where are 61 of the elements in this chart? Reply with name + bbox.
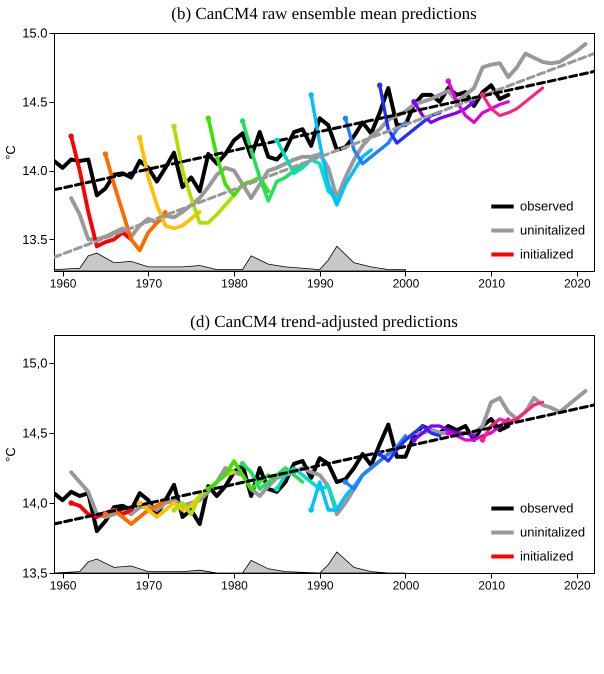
point <box>68 500 74 506</box>
point <box>206 486 212 492</box>
point <box>308 507 314 513</box>
x-tick-label: 2020 <box>564 276 592 290</box>
point <box>171 507 177 513</box>
legend-label: initialized <box>520 246 574 262</box>
x-tick-label: 2010 <box>478 578 506 592</box>
point <box>376 82 382 88</box>
point <box>411 99 417 105</box>
point <box>240 118 246 124</box>
y-tick-label: 14.5 <box>22 94 48 110</box>
point <box>446 430 452 436</box>
y-tick-label: 14,0 <box>22 496 48 510</box>
x-tick-label: 1960 <box>50 276 77 290</box>
x-tick-label: 1980 <box>221 276 248 290</box>
point <box>136 134 142 140</box>
y-tick-label: 13.5 <box>22 232 48 247</box>
x-tick-label: 2000 <box>392 578 420 592</box>
y-tick-label: 13,5 <box>22 566 48 580</box>
x-tick-label: 1990 <box>306 276 334 290</box>
point <box>274 486 280 492</box>
x-tick-label: 1960 <box>50 578 77 592</box>
point <box>342 479 348 485</box>
x-tick-label: 1970 <box>135 276 162 290</box>
line-series <box>344 434 408 491</box>
legend-label: observed <box>520 198 574 214</box>
line-series <box>481 86 544 118</box>
y-tick-label: 14,5 <box>22 426 48 440</box>
point <box>171 124 177 130</box>
point <box>376 451 382 457</box>
point <box>446 78 452 84</box>
line-series <box>378 424 442 463</box>
point <box>274 138 280 144</box>
x-tick-label: 1980 <box>221 578 248 592</box>
y-tick-label: 15,0 <box>22 356 48 370</box>
y-tick-label: 15.0 <box>22 26 48 40</box>
y-axis-title: °C <box>3 145 18 160</box>
point <box>342 116 348 122</box>
x-tick-label: 2020 <box>564 578 592 592</box>
legend-label: initialized <box>520 548 574 564</box>
x-tick-label: 2000 <box>392 276 420 290</box>
point <box>480 92 486 98</box>
point <box>411 437 417 443</box>
point <box>102 511 108 517</box>
legend-label: uninitalized <box>520 524 586 540</box>
x-tick-label: 1970 <box>135 578 162 592</box>
chart-title: (d) CanCM4 trend-adjusted predictions <box>190 312 458 331</box>
legend-label: observed <box>520 500 574 516</box>
y-tick-label: 14.0 <box>22 163 48 178</box>
x-tick-label: 1990 <box>306 578 334 592</box>
y-axis-title: °C <box>3 447 18 462</box>
point <box>308 92 314 98</box>
point <box>136 500 142 506</box>
point <box>240 461 246 467</box>
point <box>480 437 486 443</box>
chart-title: (b) CanCM4 raw ensemble mean predictions <box>171 4 477 23</box>
point <box>102 151 108 157</box>
x-tick-label: 2010 <box>478 276 506 290</box>
point <box>68 133 74 139</box>
point <box>206 116 212 122</box>
legend-label: uninitalized <box>520 222 586 238</box>
